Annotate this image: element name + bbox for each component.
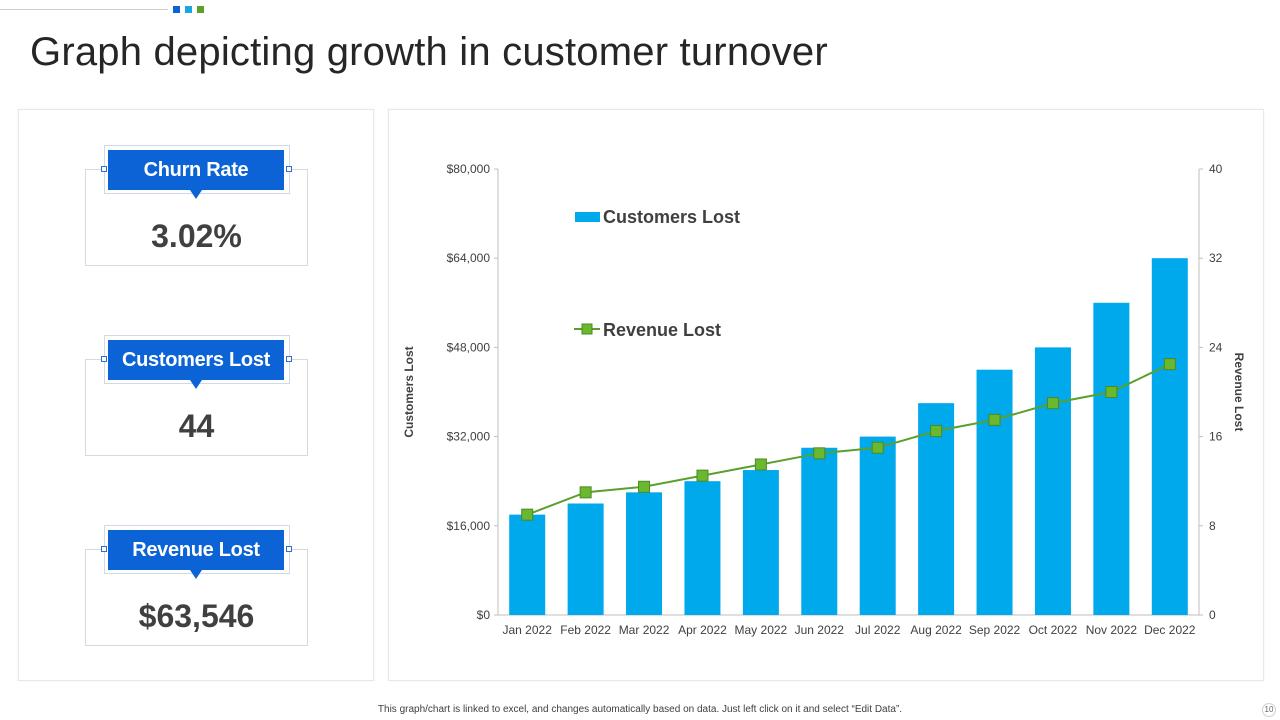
y-left-tick-label: $48,000 — [447, 340, 491, 354]
kpi-value: 44 — [178, 408, 215, 444]
x-tick-label: Feb 2022 — [560, 623, 611, 637]
y-right-tick-label: 32 — [1209, 251, 1223, 265]
bar-customers-lost — [684, 481, 721, 615]
bar-customers-lost — [567, 503, 604, 615]
bar-customers-lost — [1034, 347, 1071, 615]
x-tick-label: May 2022 — [735, 623, 788, 637]
header-accent-dots — [173, 6, 204, 13]
x-tick-label: Apr 2022 — [678, 623, 727, 637]
x-tick-label: Jun 2022 — [795, 623, 845, 637]
y-right-tick-label: 8 — [1209, 519, 1216, 533]
y-right-tick-label: 0 — [1209, 608, 1216, 622]
pointer-icon — [190, 380, 202, 389]
point-revenue-lost — [754, 458, 767, 471]
point-revenue-lost — [579, 486, 592, 499]
bar-customers-lost — [859, 436, 896, 615]
footnote: This graph/chart is linked to excel, and… — [377, 704, 903, 715]
y-right-axis-title: Revenue Lost — [1232, 353, 1246, 432]
x-tick-label: Jan 2022 — [503, 623, 553, 637]
resize-handle-icon[interactable] — [101, 356, 107, 362]
y-left-tick-label: $80,000 — [447, 162, 491, 176]
resize-handle-icon[interactable] — [101, 166, 107, 172]
point-revenue-lost — [1046, 397, 1059, 410]
bar-customers-lost — [976, 369, 1013, 615]
point-revenue-lost — [638, 480, 651, 493]
x-tick-label: Oct 2022 — [1029, 623, 1078, 637]
bar-customers-lost — [1093, 302, 1130, 615]
y-left-tick-label: $16,000 — [447, 519, 491, 533]
kpi-label: Revenue Lost — [108, 530, 284, 570]
point-revenue-lost — [988, 413, 1001, 426]
point-revenue-lost — [521, 508, 534, 521]
point-revenue-lost — [1163, 358, 1176, 371]
point-revenue-lost — [1105, 386, 1118, 398]
kpi-panel — [18, 109, 374, 681]
resize-handle-icon[interactable] — [286, 166, 292, 172]
resize-handle-icon[interactable] — [101, 546, 107, 552]
point-revenue-lost — [871, 441, 884, 454]
page-number: 10 — [1262, 703, 1276, 717]
bar-customers-lost — [918, 403, 955, 615]
x-tick-label: Aug 2022 — [910, 623, 962, 637]
bar-customers-lost — [801, 447, 838, 615]
bar-customers-lost — [1151, 258, 1188, 615]
legend-label-customers-lost: Customers Lost — [603, 207, 740, 227]
combo-chart[interactable]: $0 $16,000 $32,000 $48,000 $64,000 $80,000 0 8 1… — [389, 110, 1263, 680]
x-tick-label: Nov 2022 — [1086, 623, 1138, 637]
y-left-tick-label: $0 — [477, 608, 491, 622]
point-revenue-lost — [930, 425, 943, 438]
y-right-tick-label: 24 — [1209, 340, 1223, 354]
accent-dot — [185, 6, 192, 13]
y-left-axis-title: Customers Lost — [402, 346, 416, 437]
pointer-icon — [190, 570, 202, 579]
y-right-tick-label: 40 — [1209, 162, 1223, 176]
y-left-tick-label: $64,000 — [447, 251, 491, 265]
accent-dot — [197, 6, 204, 13]
kpi-value: $63,546 — [138, 598, 255, 634]
bar-customers-lost — [626, 492, 663, 615]
bar-customers-lost — [509, 514, 546, 615]
x-tick-label: Dec 2022 — [1144, 623, 1196, 637]
chart-panel — [388, 109, 1264, 681]
pointer-icon — [190, 190, 202, 199]
resize-handle-icon[interactable] — [286, 546, 292, 552]
bar-customers-lost — [742, 470, 779, 615]
line-revenue-lost — [526, 363, 1171, 516]
legend-marker-revenue-lost — [581, 323, 593, 335]
x-tick-label: Mar 2022 — [619, 623, 670, 637]
x-tick-label: Jul 2022 — [855, 623, 901, 637]
kpi-value: 3.02% — [151, 218, 242, 254]
accent-dot — [173, 6, 180, 13]
y-right-tick-label: 16 — [1209, 430, 1223, 444]
kpi-label: Customers Lost — [108, 340, 284, 380]
y-left-tick-label: $32,000 — [447, 430, 491, 444]
legend-label-revenue-lost: Revenue Lost — [603, 320, 721, 340]
legend-swatch-customers-lost — [575, 212, 600, 222]
point-revenue-lost — [813, 447, 826, 460]
x-tick-label: Sep 2022 — [969, 623, 1021, 637]
page-title: Graph depicting growth in customer turno… — [30, 30, 828, 74]
kpi-label: Churn Rate — [108, 150, 284, 190]
header-rule — [0, 9, 168, 10]
point-revenue-lost — [696, 469, 709, 482]
resize-handle-icon[interactable] — [286, 356, 292, 362]
